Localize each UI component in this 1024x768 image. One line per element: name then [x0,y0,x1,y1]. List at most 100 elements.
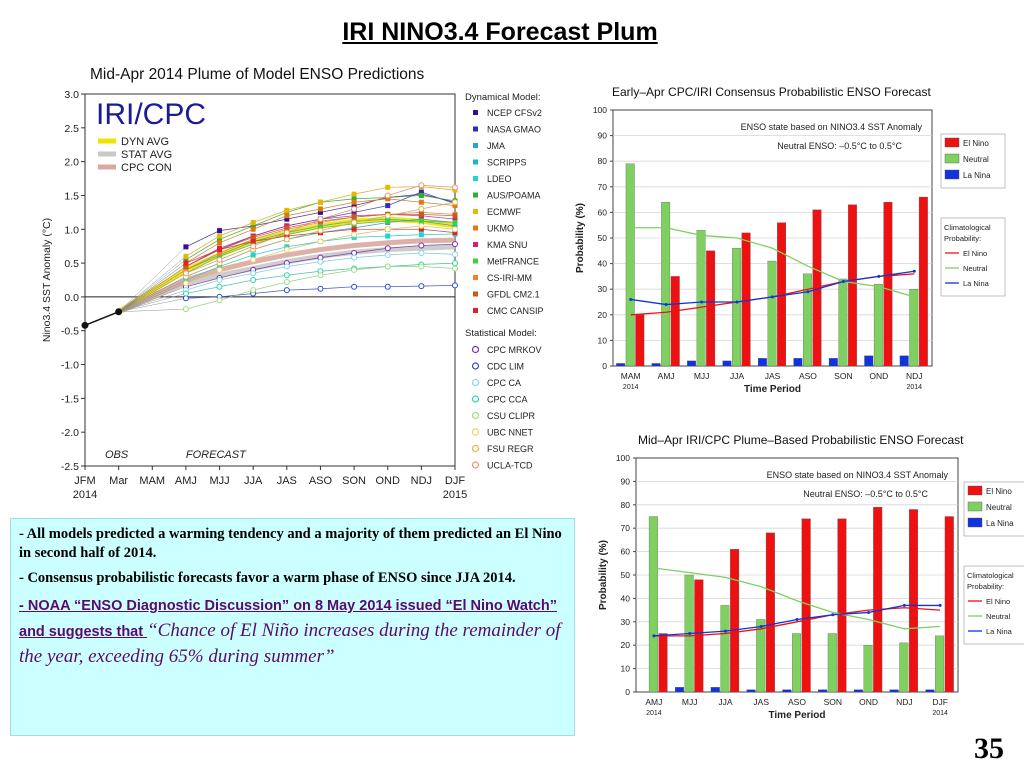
stat-legend-marker [471,378,480,387]
plume-probability-chart: Mid–Apr IRI/CPC Plume–Based Probabilisti… [598,433,1024,721]
dyn-model-point [418,232,424,238]
climatology-point [902,603,906,607]
stat-model-point [317,258,324,265]
prob-bar [722,360,732,367]
dyn-legend-label: CS-IRI-MM [487,273,532,283]
prob-bar [765,532,775,693]
series-legend-label: La Nina [963,171,991,180]
prob-bar [687,360,696,367]
climatology-legend-title: Probability: [967,582,1004,591]
dyn-model-point [284,216,290,222]
prob-bar [818,689,828,693]
dyn-legend-marker [473,209,478,214]
plume-chart: Mid-Apr 2014 Plume of Model ENSO Predict… [41,66,544,501]
dyn-model-point [351,191,357,197]
dyn-model-point [183,257,189,263]
dyn-model-point [250,238,256,244]
prob-bar [909,289,919,367]
series-legend-label: Neutral [986,503,1012,512]
dyn-model-point [418,189,424,195]
dyn-model-point [351,209,357,215]
y-tick-label: 100 [616,453,630,463]
stat-model-point [418,249,425,256]
prob-bar [873,506,883,693]
prob-bar [651,363,661,367]
x-tick-label: NDJ [906,371,923,381]
stat-legend-label: CDC LIM [487,362,524,372]
dyn-model-point [183,260,189,266]
prob-bar [730,549,740,693]
y-tick-label: 80 [598,156,608,166]
y-tick-label: 20 [621,640,631,650]
stat-model-point [216,256,223,263]
dyn-model-point [452,213,458,219]
prob-bar [848,204,857,367]
annotation-state: ENSO state based on NINO3.4 SST Anomaly [767,470,949,480]
dyn-legend-marker [473,126,478,132]
climatology-legend-title: Climatological [967,571,1014,580]
dyn-legend-label: LDEO [487,174,512,184]
x-tick-label: MJJ [209,475,229,487]
noaa-discussion-link[interactable]: - NOAA “ENSO Diagnostic Discussion” on 8… [19,598,557,640]
climatology-legend-title: Climatological [944,223,991,232]
dyn-model-point [284,233,290,239]
dyn-legend-marker [473,192,478,198]
prob-bar [706,250,716,367]
dyn-model-point [183,263,189,269]
dyn-model-point [351,203,357,209]
climatology-line [630,227,915,298]
y-axis-label: Probability (%) [575,203,586,273]
prob-bar [864,355,874,367]
prob-bar [661,202,671,367]
climatology-point [735,300,739,304]
dyn-model-point [217,250,223,256]
dyn-model-point [351,214,357,220]
stat-model-point [452,199,458,206]
y-tick-label: -1.0 [61,360,79,372]
el-nino-quote: “Chance of El Niño increases during the … [19,620,561,667]
iri-cpc-logo: IRI/CPC [96,98,206,131]
stat-model-point [283,246,290,253]
stat-model-point [250,243,257,250]
x-tick-label: MAM [621,371,641,381]
prob-bar [767,260,777,367]
y-tick-label: 40 [598,259,608,269]
stat-model-point [182,270,189,277]
climatology-point [841,280,845,284]
dyn-model-point [284,225,290,231]
y-tick-label: 20 [598,310,608,320]
stat-model-point [216,277,223,283]
x-year-last: 2015 [443,489,467,501]
prob-bar [741,232,751,367]
y-tick-label: 30 [621,617,631,627]
x-tick-label: DJF [445,475,465,487]
stat-model-point [317,227,324,234]
dyn-legend-label: NASA GMAO [487,125,541,135]
stat-model-point [452,226,458,233]
climatology-point [831,613,835,617]
series-legend-swatch [944,137,960,148]
dyn-model-point [217,247,223,253]
stat-legend-label: CPC CCA [487,395,528,405]
dyn-legend-marker [473,291,478,297]
stat-model-point [418,283,425,290]
stat-model-point [418,242,425,249]
y-tick-label: 100 [593,105,607,115]
statistical-header: Statistical Model: [465,328,537,339]
cpc-con-line [117,237,456,315]
prob-bar [853,689,863,693]
x-axis-label: Time Period [744,384,801,395]
x-year-first: 2014 [73,489,97,501]
x-tick-label: OND [859,697,878,707]
dyn-legend-marker [473,110,478,115]
dyn-legend-label: JMA [487,141,505,151]
stat-model-point [384,263,391,270]
stat-model-point [351,205,358,212]
y-tick-label: 0 [602,361,607,371]
stat-model-point [351,231,358,238]
x-tick-label: JAS [277,475,297,487]
dyn-legend-marker [473,275,478,280]
prob-bar [935,635,945,693]
stat-model-point [317,285,324,292]
stat-model-point [317,238,324,245]
